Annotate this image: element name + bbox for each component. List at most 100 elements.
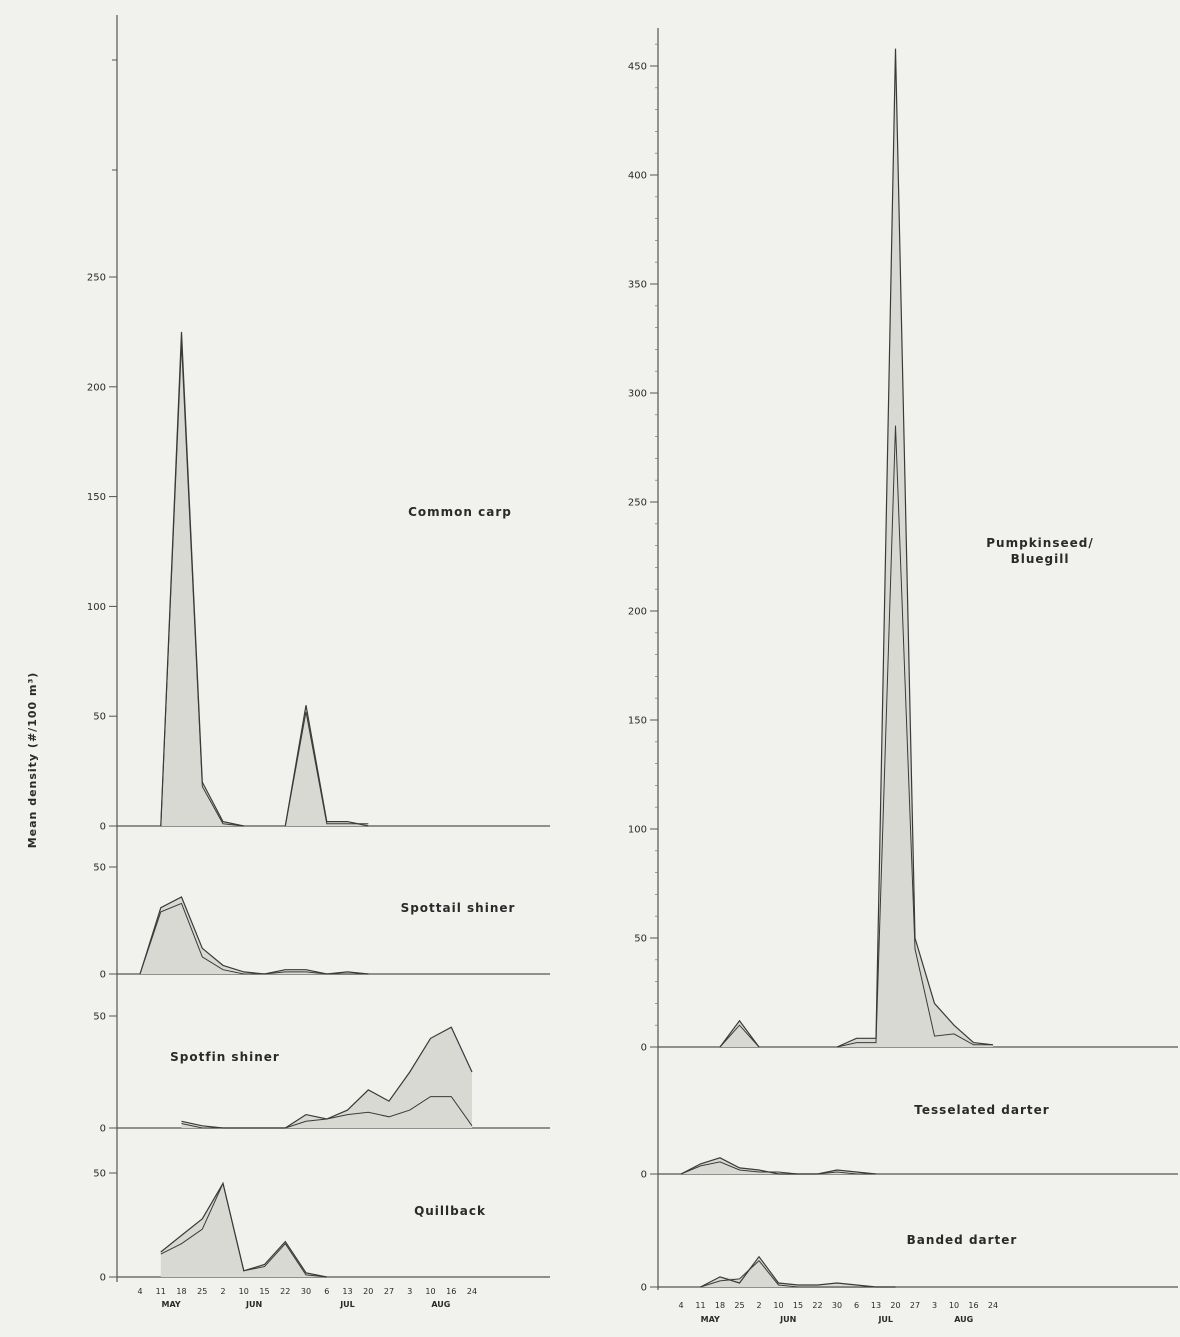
panel-common-carp: 0 50 100 150 200 250 Common carp [87, 273, 550, 833]
y-tick-label: 50 [93, 712, 106, 723]
x-tick-label: 11 [695, 1301, 705, 1310]
series-line-1 [700, 1255, 896, 1288]
y-tick-label: 150 [87, 492, 106, 503]
series-line-2 [181, 1096, 473, 1129]
series-line-2 [680, 1161, 876, 1175]
x-tick-label: 10 [425, 1287, 435, 1296]
y-tick-label: 50 [93, 1169, 106, 1180]
x-tick-label: 18 [715, 1301, 725, 1310]
x-tick-label: 25 [734, 1301, 744, 1310]
y-tick-label: 0 [100, 822, 106, 833]
month-label: JUL [339, 1300, 355, 1309]
y-tick-label: 450 [628, 62, 647, 73]
series-line-2 [160, 1181, 327, 1278]
panel-spottail-shiner: 0 50 Spottail shiner [93, 863, 550, 981]
series-fill [140, 897, 369, 974]
panel-label: Quillback [414, 1204, 486, 1218]
y-tick-label: 250 [87, 273, 106, 284]
series-fill [160, 1183, 327, 1277]
y-tick-label: 0 [641, 1283, 647, 1294]
panel-label: Common carp [408, 505, 512, 519]
x-tick-label: 24 [467, 1287, 477, 1296]
x-tick-label: 3 [932, 1301, 937, 1310]
x-tick-label: 30 [832, 1301, 842, 1310]
panel-label: Banded darter [907, 1233, 1018, 1247]
x-tick-label: 6 [854, 1301, 859, 1310]
x-tick-label: 4 [678, 1301, 683, 1310]
y-tick-label: 50 [634, 934, 647, 945]
x-tick-label: 18 [176, 1287, 186, 1296]
x-tick-label: 10 [239, 1287, 249, 1296]
x-tick-label: 20 [363, 1287, 373, 1296]
x-tick-label: 20 [890, 1301, 900, 1310]
y-tick-label: 0 [100, 1273, 106, 1284]
y-tick-label: 200 [87, 382, 106, 393]
series-fill [285, 705, 369, 826]
x-tick-label: 11 [156, 1287, 166, 1296]
y-tick-label: 400 [628, 171, 647, 182]
x-tick-label: 4 [137, 1287, 142, 1296]
y-tick-label: 0 [100, 1124, 106, 1135]
series-line-2 [836, 425, 993, 1048]
y-tick-label: 350 [628, 280, 647, 291]
panel-label: Tesselated darter [914, 1103, 1049, 1117]
panel-pumpkinseed-bluegill: 0 50 100 150 200 250 300 350 400 450 Pumpkinseed/B… [628, 43, 1178, 1054]
month-label: AUG [954, 1315, 973, 1324]
y-tick-label: 50 [93, 1012, 106, 1023]
y-tick-label: 300 [628, 389, 647, 400]
series-line-2 [139, 902, 369, 975]
series-line-1 [680, 1157, 877, 1175]
x-tick-label: 30 [301, 1287, 311, 1296]
series-fill [837, 48, 993, 1048]
x-tick-label: 15 [259, 1287, 269, 1296]
x-tick-label: 13 [871, 1301, 881, 1310]
series-line-2 [719, 1024, 760, 1048]
series-line-1 [719, 1019, 760, 1048]
y-tick-label: 100 [87, 602, 106, 613]
panel-label: Spotfin shiner [170, 1050, 280, 1064]
month-label: AUG [431, 1300, 450, 1309]
x-tick-label: 2 [756, 1301, 761, 1310]
x-tick-label: 22 [280, 1287, 290, 1296]
x-tick-label: 15 [793, 1301, 803, 1310]
x-tick-label: 16 [446, 1287, 456, 1296]
y-axis-label: Mean density (#/100 m³) [26, 672, 39, 849]
series-fill [700, 1256, 896, 1287]
x-tick-label: 25 [197, 1287, 207, 1296]
y-tick-label: 0 [641, 1043, 647, 1054]
series-line-2 [700, 1259, 896, 1288]
x-tick-label: 10 [949, 1301, 959, 1310]
panel-tesselated-darter: 0 Tesselated darter [641, 1103, 1178, 1181]
series-fill [681, 1157, 876, 1174]
series-fill [181, 1027, 472, 1128]
x-tick-label: 10 [773, 1301, 783, 1310]
panel-label: Bluegill [1011, 552, 1070, 566]
month-label: JUN [245, 1300, 262, 1309]
panel-banded-darter: 0 Banded darter [641, 1233, 1178, 1294]
series-line-2 [160, 342, 244, 827]
series-line-1 [836, 48, 994, 1048]
x-tick-label: 27 [910, 1301, 920, 1310]
y-tick-label: 100 [628, 825, 647, 836]
panel-label: Spottail shiner [401, 901, 516, 915]
x-tick-label: 24 [988, 1301, 998, 1310]
series-fill [160, 331, 244, 826]
month-label: MAY [162, 1300, 181, 1309]
month-label: MAY [701, 1315, 720, 1324]
month-label: JUL [877, 1315, 893, 1324]
y-tick-label: 150 [628, 716, 647, 727]
y-tick-label: 200 [628, 607, 647, 618]
month-label: JUN [779, 1315, 796, 1324]
panel-label: Pumpkinseed/ [986, 536, 1093, 550]
x-tick-label: 6 [324, 1287, 329, 1296]
x-tick-label: 27 [384, 1287, 394, 1296]
y-tick-label: 50 [93, 863, 106, 874]
x-tick-label: 16 [968, 1301, 978, 1310]
x-tick-label: 2 [220, 1287, 225, 1296]
series-line-2 [284, 711, 369, 827]
panel-spotfin-shiner: 0 50 Spotfin shiner [93, 1012, 550, 1135]
y-tick-label: 0 [100, 970, 106, 981]
x-tick-label: 13 [342, 1287, 352, 1296]
y-tick-label: 250 [628, 498, 647, 509]
